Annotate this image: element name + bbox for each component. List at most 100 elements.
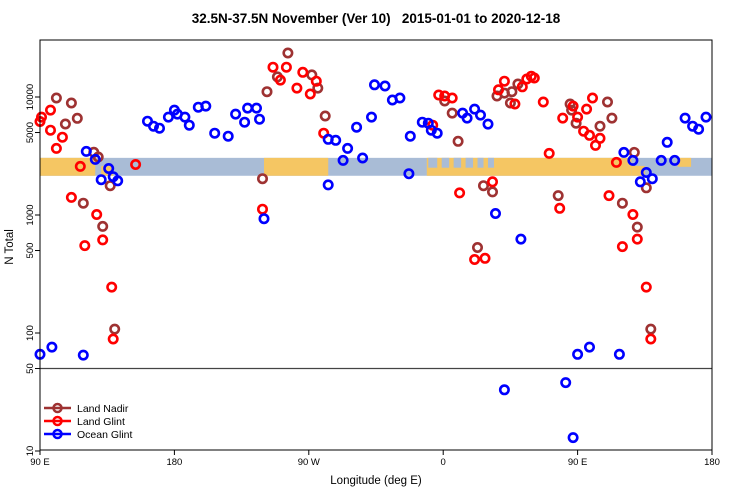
x-tick-label: 180	[704, 457, 720, 468]
point-land-glint	[567, 100, 579, 112]
y-tick-label: 10	[25, 446, 36, 457]
latitude-map-band	[40, 157, 712, 176]
point-land-glint	[509, 98, 521, 110]
point-ocean-glint	[330, 134, 342, 146]
point-ocean-glint	[254, 113, 266, 125]
point-land-glint	[454, 187, 466, 199]
point-ocean-glint	[89, 153, 101, 165]
point-ocean-glint	[239, 116, 251, 128]
point-land-nadir	[477, 180, 489, 192]
point-ocean-glint	[416, 116, 428, 128]
point-ocean-glint	[469, 103, 481, 115]
point-ocean-glint	[560, 377, 572, 389]
y-tick-label: 500	[25, 243, 36, 259]
point-land-nadir	[77, 197, 89, 209]
y-tick-label: 10000	[25, 84, 36, 110]
point-land-nadir	[601, 96, 613, 108]
point-ocean-glint	[222, 130, 234, 142]
point-land-nadir	[104, 180, 116, 192]
point-ocean-glint	[368, 79, 380, 91]
legend-item-land-nadir: Land Nadir	[44, 402, 129, 415]
point-ocean-glint	[613, 348, 625, 360]
x-axis: 90 E 180 90 W 0 90 E 180	[30, 450, 720, 468]
point-land-nadir	[319, 110, 331, 122]
point-ocean-glint	[77, 349, 89, 361]
point-ocean-glint	[627, 154, 639, 166]
point-land-glint	[106, 281, 118, 293]
point-land-glint	[479, 252, 491, 264]
point-land-glint	[543, 147, 555, 159]
point-land-nadir	[640, 182, 652, 194]
point-land-glint	[256, 203, 268, 215]
point-land-nadir	[616, 197, 628, 209]
point-land-glint	[469, 254, 481, 266]
point-land-glint	[516, 81, 528, 93]
point-ocean-glint	[200, 100, 212, 112]
point-ocean-glint	[337, 154, 349, 166]
point-ocean-glint	[646, 173, 658, 185]
point-land-glint	[304, 88, 316, 100]
point-ocean-glint	[655, 154, 667, 166]
point-ocean-glint	[618, 146, 630, 158]
point-ocean-glint	[394, 92, 406, 104]
chart-title: 32.5N-37.5N November (Ver 10) 2015-01-01…	[192, 11, 561, 26]
point-land-nadir	[71, 112, 83, 124]
point-land-glint	[267, 61, 279, 73]
point-land-glint	[627, 209, 639, 221]
point-ocean-glint	[251, 102, 263, 114]
point-land-glint	[581, 103, 593, 115]
point-ocean-glint	[80, 145, 92, 157]
point-ocean-glint	[148, 120, 160, 132]
point-ocean-glint	[679, 112, 691, 124]
point-land-glint	[65, 191, 77, 203]
legend-label-land-nadir: Land Nadir	[77, 403, 129, 415]
legend-label-ocean-glint: Ocean Glint	[77, 429, 133, 441]
point-ocean-glint	[112, 175, 124, 187]
point-land-nadir	[59, 118, 71, 130]
point-land-glint	[79, 240, 91, 252]
point-land-glint	[640, 281, 652, 293]
point-land-nadir	[452, 135, 464, 147]
point-land-nadir	[606, 112, 618, 124]
point-ocean-glint	[567, 432, 579, 444]
band-sea-patch	[453, 157, 462, 168]
point-land-nadir	[261, 86, 273, 98]
point-ocean-glint	[693, 123, 705, 135]
point-ocean-glint	[209, 127, 221, 139]
point-ocean-glint	[474, 109, 486, 121]
point-land-glint	[572, 111, 584, 123]
point-ocean-glint	[431, 127, 443, 139]
point-land-nadir	[65, 97, 77, 109]
point-land-glint	[130, 159, 142, 171]
x-tick-label: 90 E	[568, 457, 588, 468]
point-ocean-glint	[403, 168, 415, 180]
legend-marker-land-nadir	[52, 402, 63, 414]
point-land-glint	[97, 234, 109, 246]
point-land-glint	[586, 92, 598, 104]
point-ocean-glint	[634, 176, 646, 188]
point-ocean-glint	[322, 179, 334, 191]
point-ocean-glint	[489, 208, 501, 220]
point-ocean-glint	[515, 233, 527, 245]
band-land	[40, 157, 96, 176]
point-land-nadir	[594, 120, 606, 132]
band-land-patch	[631, 165, 645, 176]
point-ocean-glint	[258, 213, 270, 225]
y-axis: 10000 5000 1000 500 100 50 10	[25, 84, 40, 457]
point-land-glint	[446, 92, 458, 104]
point-land-glint	[297, 66, 309, 78]
point-land-nadir	[97, 220, 109, 232]
x-axis-title: Longitude (deg E)	[330, 475, 422, 487]
point-land-nadir	[486, 186, 498, 198]
x-tick-label: 0	[441, 457, 446, 468]
point-ocean-glint	[154, 122, 166, 134]
point-land-glint	[610, 156, 622, 168]
point-land-glint	[280, 61, 292, 73]
point-ocean-glint	[379, 80, 391, 92]
point-ocean-glint	[357, 152, 369, 164]
point-land-nadir	[282, 47, 294, 59]
plot-border	[39, 39, 713, 451]
point-ocean-glint	[46, 341, 58, 353]
point-land-glint	[44, 124, 56, 136]
point-land-nadir	[506, 86, 518, 98]
